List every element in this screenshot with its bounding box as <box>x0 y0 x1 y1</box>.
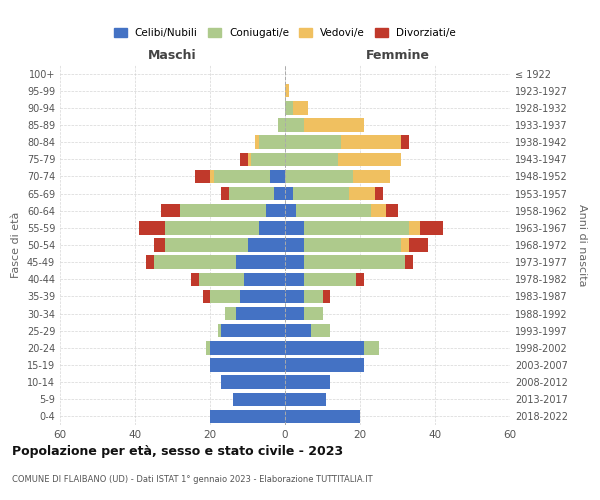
Bar <box>285 256 304 269</box>
Text: Popolazione per età, sesso e stato civile - 2023: Popolazione per età, sesso e stato civil… <box>12 445 343 458</box>
Bar <box>375 187 383 200</box>
Bar <box>304 307 323 320</box>
Bar <box>285 136 341 149</box>
Bar <box>285 376 330 389</box>
Bar <box>304 272 356 286</box>
Bar <box>270 170 285 183</box>
Text: COMUNE DI FLAIBANO (UD) - Dati ISTAT 1° gennaio 2023 - Elaborazione TUTTITALIA.I: COMUNE DI FLAIBANO (UD) - Dati ISTAT 1° … <box>12 475 373 484</box>
Bar <box>255 136 259 149</box>
Bar <box>218 324 221 338</box>
Bar <box>229 187 274 200</box>
Bar <box>304 118 364 132</box>
Bar <box>233 392 285 406</box>
Bar <box>240 290 285 303</box>
Bar <box>285 204 296 218</box>
Bar <box>210 341 285 354</box>
Bar <box>285 341 364 354</box>
Bar <box>154 238 165 252</box>
Bar <box>337 152 401 166</box>
Bar <box>285 290 304 303</box>
Bar <box>356 272 364 286</box>
Bar <box>210 170 214 183</box>
Bar <box>386 204 398 218</box>
Bar <box>199 272 244 286</box>
Bar <box>323 290 330 303</box>
Bar <box>210 290 240 303</box>
Bar <box>154 256 236 269</box>
Bar <box>221 187 229 200</box>
Bar <box>405 256 413 269</box>
Bar <box>221 376 285 389</box>
Bar <box>285 358 364 372</box>
Bar <box>139 221 165 234</box>
Bar <box>304 221 409 234</box>
Bar <box>409 221 420 234</box>
Bar <box>251 152 285 166</box>
Bar <box>420 221 443 234</box>
Legend: Celibi/Nubili, Coniugati/e, Vedovi/e, Divorziati/e: Celibi/Nubili, Coniugati/e, Vedovi/e, Di… <box>114 28 456 38</box>
Bar <box>401 238 409 252</box>
Bar <box>285 221 304 234</box>
Bar <box>225 307 236 320</box>
Bar <box>285 324 311 338</box>
Bar <box>191 272 199 286</box>
Bar <box>248 238 285 252</box>
Bar <box>409 238 427 252</box>
Bar <box>146 256 154 269</box>
Bar <box>296 204 371 218</box>
Bar <box>285 101 293 114</box>
Bar <box>285 307 304 320</box>
Bar <box>206 341 210 354</box>
Bar <box>304 290 323 303</box>
Bar <box>353 170 390 183</box>
Bar <box>266 204 285 218</box>
Bar <box>341 136 401 149</box>
Text: Femmine: Femmine <box>365 48 430 62</box>
Bar <box>210 358 285 372</box>
Bar <box>165 238 248 252</box>
Bar <box>293 101 308 114</box>
Bar <box>304 256 405 269</box>
Bar <box>240 152 248 166</box>
Bar <box>161 204 180 218</box>
Bar <box>210 410 285 423</box>
Bar <box>259 136 285 149</box>
Bar <box>236 256 285 269</box>
Bar <box>195 170 210 183</box>
Bar <box>248 152 251 166</box>
Bar <box>285 187 293 200</box>
Bar <box>244 272 285 286</box>
Bar <box>311 324 330 338</box>
Bar <box>349 187 375 200</box>
Bar <box>165 221 259 234</box>
Y-axis label: Fasce di età: Fasce di età <box>11 212 21 278</box>
Bar <box>293 187 349 200</box>
Bar <box>180 204 266 218</box>
Bar <box>285 170 353 183</box>
Bar <box>236 307 285 320</box>
Bar <box>364 341 379 354</box>
Bar <box>285 272 304 286</box>
Bar <box>285 152 337 166</box>
Text: Maschi: Maschi <box>148 48 197 62</box>
Bar <box>203 290 210 303</box>
Bar <box>304 238 401 252</box>
Bar <box>221 324 285 338</box>
Bar <box>259 221 285 234</box>
Y-axis label: Anni di nascita: Anni di nascita <box>577 204 587 286</box>
Bar <box>371 204 386 218</box>
Bar <box>285 118 304 132</box>
Bar <box>285 238 304 252</box>
Bar <box>285 84 289 98</box>
Bar <box>401 136 409 149</box>
Bar <box>285 410 360 423</box>
Bar <box>277 118 285 132</box>
Bar <box>285 392 326 406</box>
Bar <box>214 170 270 183</box>
Bar <box>274 187 285 200</box>
